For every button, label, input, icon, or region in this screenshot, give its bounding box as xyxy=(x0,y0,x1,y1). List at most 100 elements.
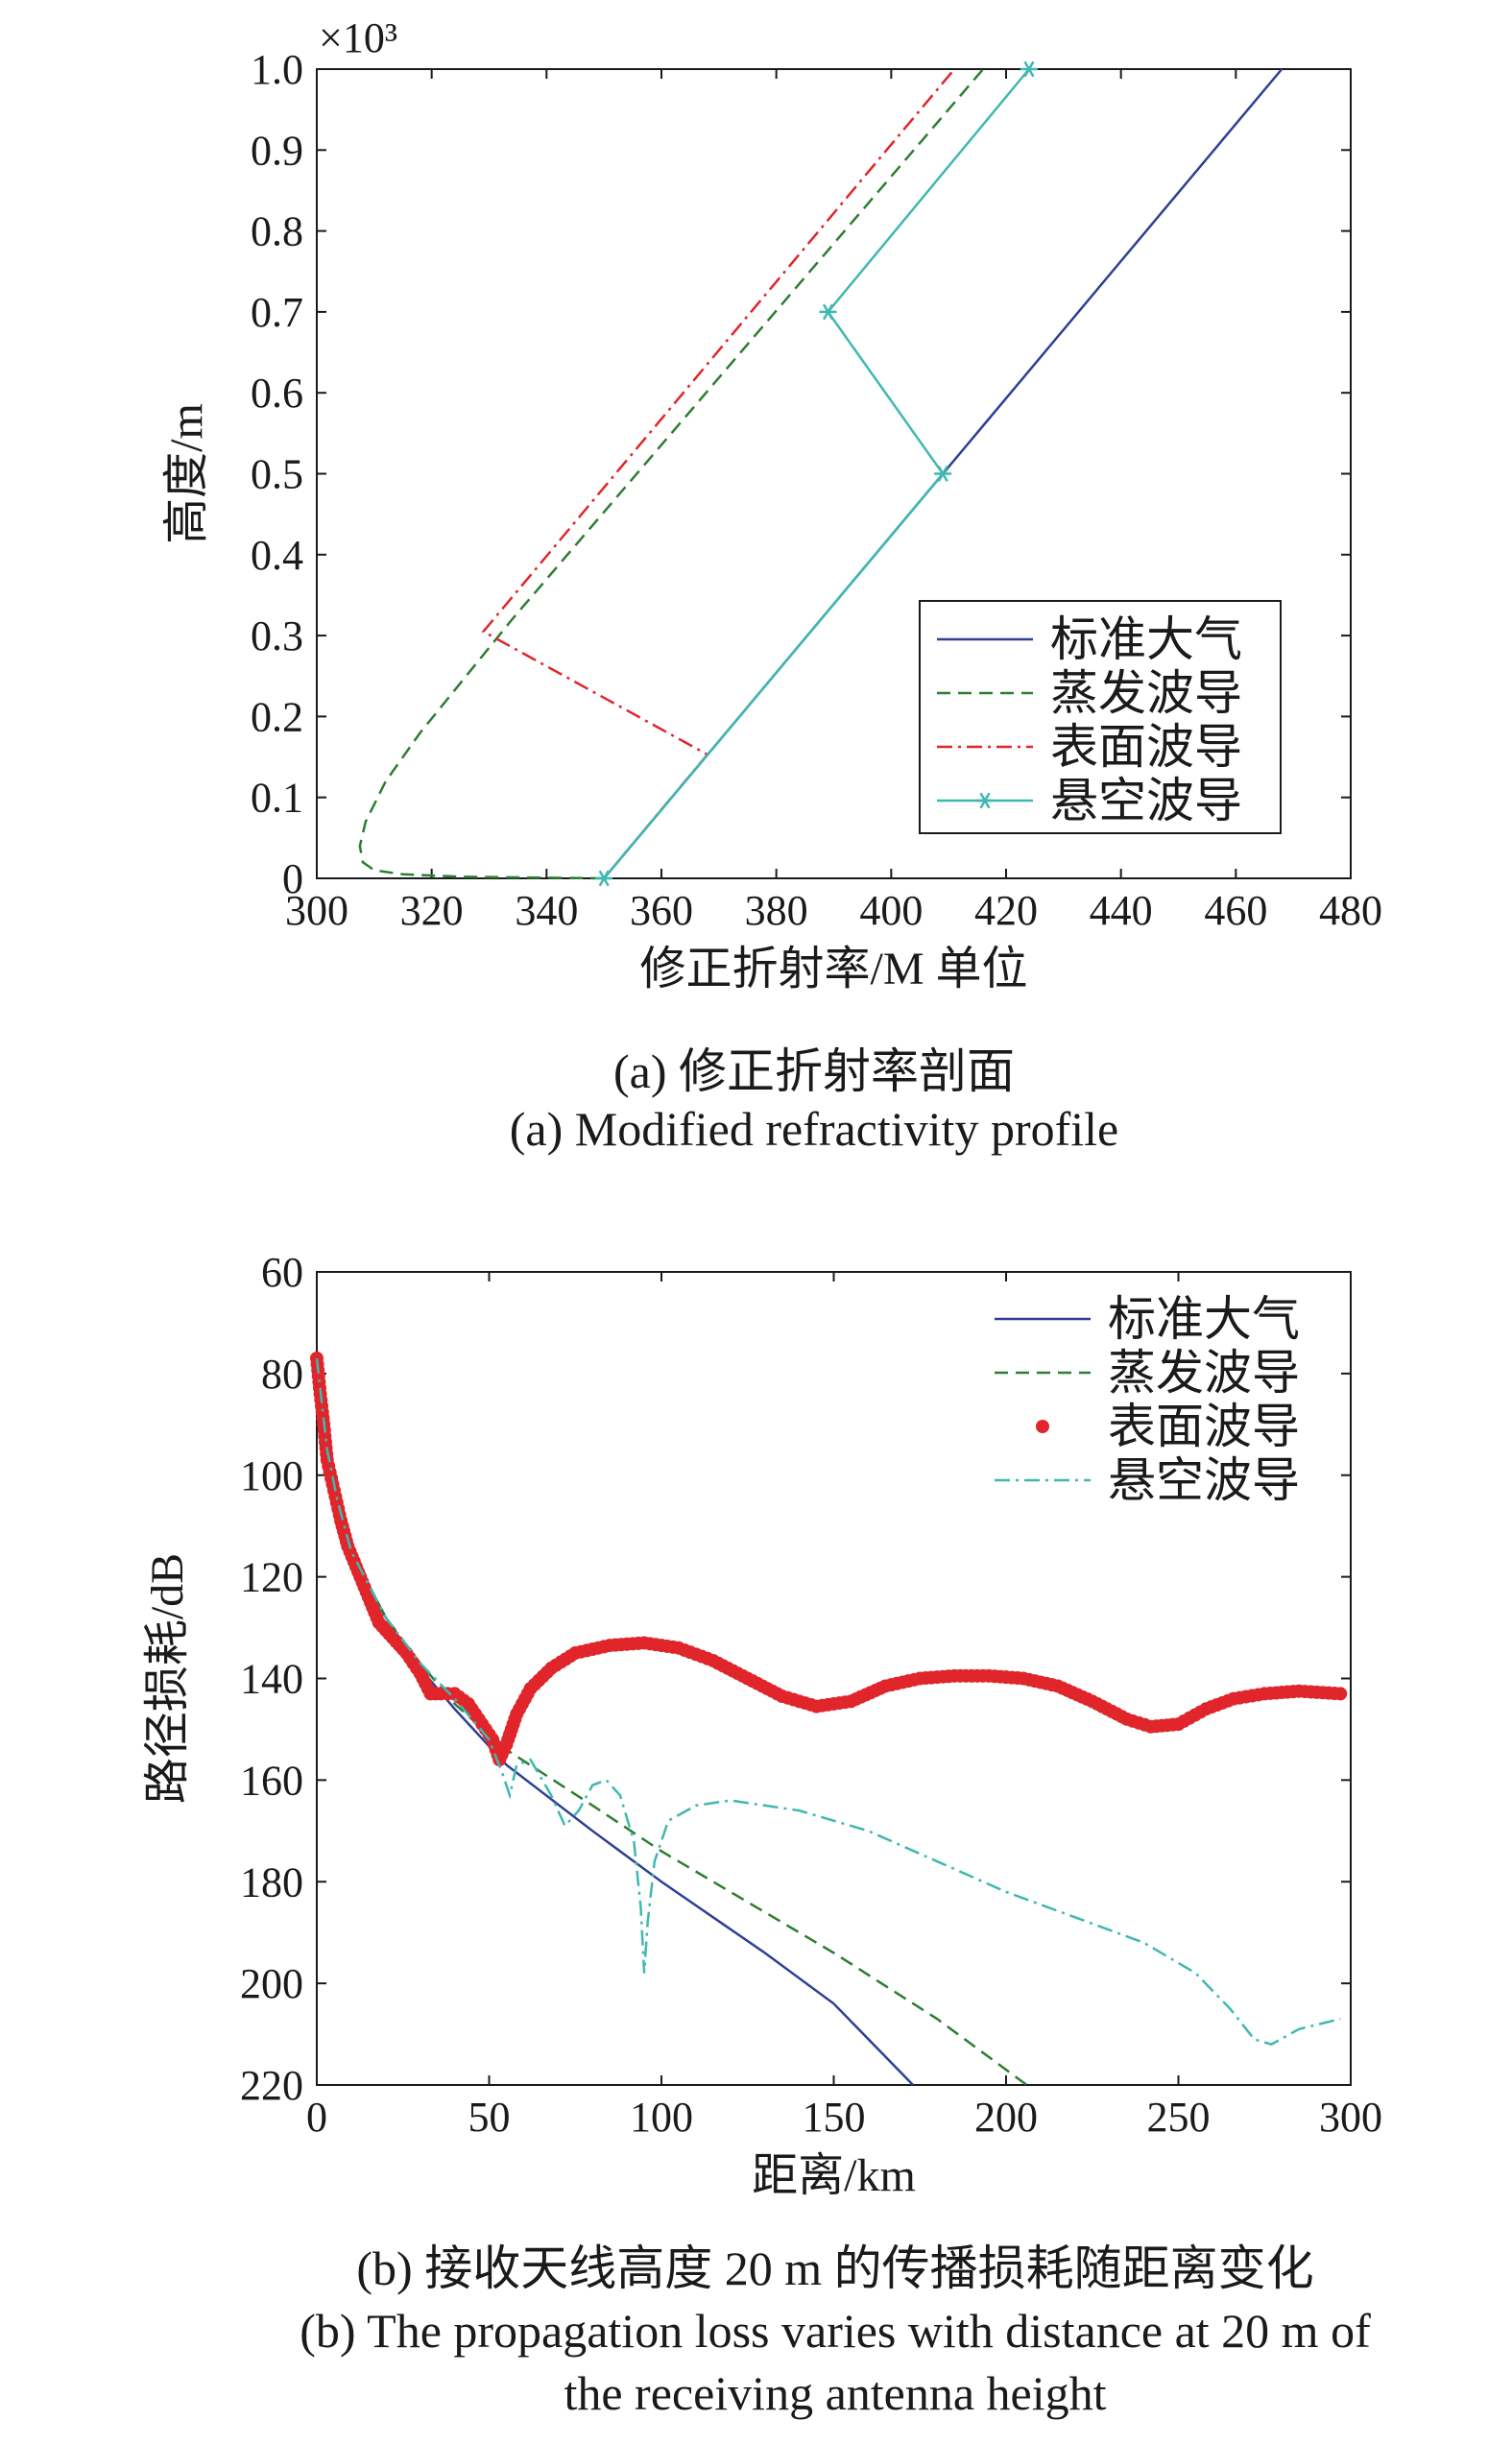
surface-dot xyxy=(1221,1693,1236,1708)
surface-dot xyxy=(632,1636,646,1650)
surface-dot xyxy=(564,1649,578,1664)
star-marker xyxy=(595,870,613,887)
x-tick-label: 420 xyxy=(974,887,1038,934)
y-tick-label: 0.7 xyxy=(251,289,303,336)
y-tick-label: 0.8 xyxy=(251,208,303,255)
caption-a-cn: (a) 修正折射率剖面 xyxy=(613,1044,1015,1098)
y-tick-label: 0.4 xyxy=(251,532,303,579)
x-tick-label: 100 xyxy=(630,2094,693,2141)
surface-dot xyxy=(497,1742,512,1757)
star-marker-arm xyxy=(822,303,834,321)
y-tick-label: 220 xyxy=(240,2062,303,2109)
star-marker-arm xyxy=(598,870,610,887)
star-marker-arm xyxy=(937,466,948,482)
surface-dot xyxy=(1165,1717,1180,1732)
x-tick-label: 480 xyxy=(1319,887,1382,934)
y-tick-label: 0.5 xyxy=(251,451,303,498)
y-tick-label: 80 xyxy=(261,1351,303,1398)
surface-dot xyxy=(1044,1678,1059,1692)
y-tick-label: 0.3 xyxy=(251,612,303,659)
y-tick-label: 60 xyxy=(261,1249,303,1296)
y-tick-label: 140 xyxy=(240,1656,303,1703)
y-tick-label: 100 xyxy=(240,1452,303,1499)
legend-label: 标准大气 xyxy=(1050,612,1242,666)
surface-dot xyxy=(1286,1685,1301,1699)
surface-dot xyxy=(508,1712,522,1726)
y-tick-label: 0 xyxy=(282,855,303,902)
y-tick-label: 0.2 xyxy=(251,693,303,740)
surface-dot xyxy=(428,1687,443,1701)
x-tick-label: 50 xyxy=(468,2094,511,2141)
y-axis-label: 路径损耗/dB xyxy=(142,1553,193,1804)
x-tick-label: 400 xyxy=(859,887,923,934)
caption-b-cn: (b) 接收天线高度 20 m 的传播损耗随距离变化 xyxy=(356,2241,1313,2295)
surface-dot xyxy=(907,1672,922,1687)
y-tick-label: 0.9 xyxy=(251,127,303,174)
y-tick-label: 160 xyxy=(240,1757,303,1804)
series-line-3 xyxy=(481,68,956,879)
x-tick-label: 250 xyxy=(1147,2094,1211,2141)
surface-dot xyxy=(457,1693,471,1708)
surface-dot xyxy=(1010,1671,1024,1686)
series-line-4 xyxy=(315,1357,1341,2046)
legend-label: 表面波导 xyxy=(1108,1400,1300,1453)
caption-b-en-1: (b) The propagation loss varies with dis… xyxy=(300,2304,1371,2358)
legend-label: 蒸发波导 xyxy=(1050,666,1242,720)
surface-dot xyxy=(597,1640,612,1654)
surface-dot xyxy=(700,1651,714,1665)
surface-dot xyxy=(1193,1705,1208,1719)
star-marker xyxy=(819,303,837,321)
series-line-4 xyxy=(603,68,1030,879)
surface-dot xyxy=(482,1727,496,1741)
x-tick-label: 440 xyxy=(1090,887,1153,934)
x-tick-label: 320 xyxy=(400,887,464,934)
surface-dot xyxy=(348,1560,363,1574)
surface-dot xyxy=(1328,1687,1342,1701)
y-tick-label: 120 xyxy=(240,1554,303,1601)
surface-dot xyxy=(665,1640,680,1654)
surface-dot xyxy=(540,1665,554,1680)
x-axis-label: 修正折射率/M 单位 xyxy=(639,944,1027,994)
surface-dot xyxy=(320,1447,334,1461)
y-tick-label: 0.1 xyxy=(251,775,303,822)
chart-b: 0 50 100 150 200 250 300 60 80 100 120 140 160 180 200… xyxy=(142,1249,1382,2201)
series-line-1 xyxy=(315,1357,914,2086)
surface-dot xyxy=(874,1681,888,1695)
surface-dot xyxy=(1251,1688,1265,1702)
star-marker xyxy=(1020,60,1038,78)
legend-label: 标准大气 xyxy=(1108,1292,1300,1346)
star-marker-arm xyxy=(1023,60,1035,78)
series-line-2 xyxy=(358,68,985,880)
x-tick-label: 150 xyxy=(803,2094,866,2141)
y-tick-label: 0.6 xyxy=(251,370,303,417)
y-tick-label: 1.0 xyxy=(251,46,303,93)
surface-dot xyxy=(1138,1717,1152,1732)
x-tick-label: 360 xyxy=(630,887,693,934)
star-marker xyxy=(934,466,952,482)
x-tick-label: 300 xyxy=(1319,2094,1382,2141)
x-tick-label: 380 xyxy=(745,887,808,934)
surface-dot xyxy=(410,1661,424,1675)
surface-dot xyxy=(976,1668,991,1683)
y-multiplier-label: ×10³ xyxy=(319,14,397,61)
x-tick-label: 200 xyxy=(974,2094,1038,2141)
legend-label: 悬空波导 xyxy=(1108,1453,1300,1507)
surface-dot xyxy=(520,1687,535,1701)
y-tick-label: 180 xyxy=(240,1858,303,1905)
surface-dot xyxy=(942,1669,956,1684)
legend-label: 表面波导 xyxy=(1050,720,1242,774)
x-tick-label: 340 xyxy=(515,887,578,934)
y-tick-label: 200 xyxy=(240,1960,303,2007)
x-tick-label: 0 xyxy=(306,2094,327,2141)
surface-dot xyxy=(441,1687,455,1701)
x-tick-label: 300 xyxy=(285,887,348,934)
legend-label: 悬空波导 xyxy=(1050,774,1242,827)
surface-dot xyxy=(770,1687,784,1701)
surface-dot xyxy=(1115,1710,1129,1724)
x-axis-label: 距离/km xyxy=(752,2150,916,2201)
legend-label: 蒸发波导 xyxy=(1108,1346,1300,1400)
legend-star xyxy=(979,792,991,809)
x-tick-label: 460 xyxy=(1204,887,1267,934)
surface-dot xyxy=(838,1695,852,1710)
